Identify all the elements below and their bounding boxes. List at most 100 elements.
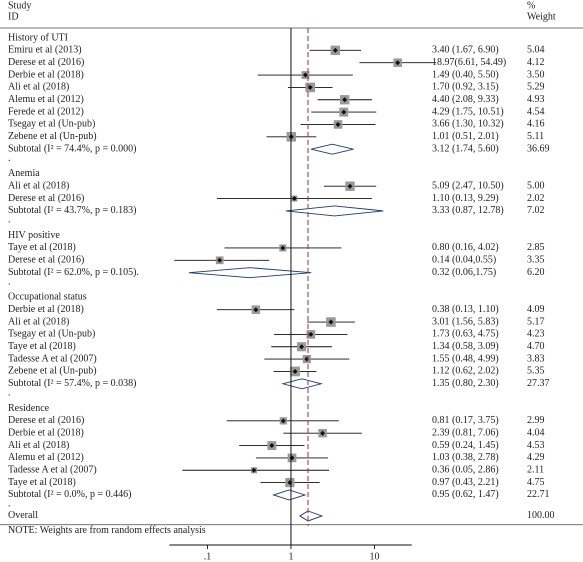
- ci-label: 0.14 (0.04,0.55): [432, 255, 496, 266]
- study-label: Tsegay et al (Un-pub): [8, 329, 95, 340]
- weight-label: 5.04: [527, 45, 545, 56]
- study-label: Ali et al (2018): [8, 180, 69, 191]
- point-estimate: [341, 109, 347, 115]
- group-name: Residence: [8, 403, 50, 414]
- ci-label: 3.40 (1.67, 6.90): [432, 45, 499, 56]
- ci-label: 3.01 (1.56, 5.83): [432, 316, 499, 327]
- weight-label: 4.54: [527, 106, 545, 117]
- weight-label: 4.93: [527, 94, 545, 105]
- ci-label: 3.33 (0.87, 12.78): [432, 205, 504, 216]
- weight-label: 4.09: [527, 304, 545, 315]
- header-weight: Weight: [527, 11, 556, 22]
- ci-label: 4.29 (1.75, 10.51): [432, 106, 504, 117]
- study-label: Tsegay et al (Un-pub): [8, 119, 95, 130]
- separator: .: [8, 387, 11, 398]
- subtotal-label: Subtotal (I² = 62.0%, p = 0.105).: [8, 267, 139, 278]
- study-label: Zebene et al (Un-pub): [8, 366, 97, 377]
- study-label: Taye et al (2018): [8, 341, 76, 352]
- weight-label: 5.29: [527, 82, 545, 93]
- point-estimate: [253, 307, 259, 313]
- subtotal-diamond: [272, 489, 307, 501]
- weight-label: 36.69: [527, 143, 550, 154]
- ci-label: 1.10 (0.13, 9.29): [432, 193, 499, 204]
- subtotal-label: Subtotal (I² = 74.4%, p = 0.000): [8, 143, 136, 154]
- study-label: Alemu et al (2012): [8, 94, 84, 105]
- weight-label: 4.29: [527, 452, 545, 463]
- separator: .: [8, 215, 11, 226]
- study-label: Derbie et al (2018): [8, 69, 84, 80]
- study-label: Derese et al (2016): [8, 57, 84, 68]
- point-estimate: [291, 196, 297, 202]
- ci-label: 0.81 (0.17, 3.75): [432, 415, 499, 426]
- weight-label: 2.85: [527, 242, 545, 253]
- separator: .: [8, 276, 11, 287]
- weight-label: 22.71: [527, 489, 550, 500]
- weight-label: 7.02: [527, 205, 545, 216]
- weight-label: 3.83: [527, 353, 545, 364]
- subtotal-diamond: [188, 267, 312, 279]
- ci-label: 0.59 (0.24, 1.45): [432, 440, 499, 451]
- weight-label: 5.00: [527, 180, 545, 191]
- ci-label: 1.73 (0.63, 4.75): [432, 329, 499, 340]
- weight-label: 27.37: [527, 378, 550, 389]
- point-estimate: [280, 418, 286, 424]
- weight-label: 6.20: [527, 267, 545, 278]
- study-label: Alemu et al (2012): [8, 452, 84, 463]
- header-study: Study: [8, 0, 31, 11]
- ci-label: 1.01 (0.51, 2.01): [432, 131, 499, 142]
- header-percent: %: [527, 0, 535, 11]
- overall-label: Overall: [8, 510, 38, 521]
- subtotal-label: Subtotal (I² = 43.7%, p = 0.183): [8, 205, 136, 216]
- note: NOTE: Weights are from random effects an…: [8, 525, 206, 536]
- header-id: ID: [8, 11, 19, 22]
- group-name: Anemia: [8, 168, 40, 179]
- group-name: Occupational status: [8, 292, 87, 303]
- ci-label: 1.34 (0.58, 3.09): [432, 341, 499, 352]
- group-name: History of UTI: [8, 32, 68, 43]
- point-estimate: [332, 47, 338, 53]
- point-estimate: [320, 430, 326, 436]
- study-label: Derbie et al (2018): [8, 304, 84, 315]
- weight-label: 4.16: [527, 119, 545, 130]
- ci-label: 4.40 (2.08, 9.33): [432, 94, 499, 105]
- weight-label: 4.12: [527, 57, 545, 68]
- ci-label: 1.12 (0.62, 2.02): [432, 366, 499, 377]
- weight-label: 5.17: [527, 316, 545, 327]
- weight-label: 5.35: [527, 366, 545, 377]
- weight-label: 2.02: [527, 193, 545, 204]
- group-name: HIV positive: [8, 230, 60, 241]
- weight-label: 100.00: [527, 510, 555, 521]
- ci-label: 1.03 (0.38, 2.78): [432, 452, 499, 463]
- x-tick-label: 10: [369, 551, 379, 562]
- ci-label: 1.70 (0.92, 3.15): [432, 82, 499, 93]
- study-label: Ali et al (2018): [8, 316, 69, 327]
- point-estimate: [251, 467, 257, 473]
- overall-diamond: [299, 510, 324, 522]
- point-estimate: [307, 84, 313, 90]
- ci-label: 1.49 (0.40, 5.50): [432, 69, 499, 80]
- study-label: Derese et al (2016): [8, 255, 84, 266]
- weight-label: 2.11: [527, 465, 544, 476]
- ci-label: 18.97(6.61, 54.49): [432, 57, 506, 68]
- point-estimate: [269, 443, 275, 449]
- separator: .: [8, 153, 11, 164]
- weight-label: 3.35: [527, 255, 545, 266]
- ci-label: 0.97 (0.43, 2.21): [432, 477, 499, 488]
- weight-label: 4.53: [527, 440, 545, 451]
- weight-label: 4.70: [527, 341, 545, 352]
- study-label: Zebene et al (Un-pub): [8, 131, 97, 142]
- subtotal-diamond: [310, 143, 354, 155]
- subtotal-diamond: [281, 378, 323, 390]
- x-tick-label: 1: [288, 551, 293, 562]
- study-label: Ferede et al (2012): [8, 106, 84, 117]
- weight-label: 3.50: [527, 69, 545, 80]
- weight-label: 4.75: [527, 477, 545, 488]
- study-label: Emiru et al (2013): [8, 45, 82, 56]
- x-tick-label: .1: [204, 551, 212, 562]
- ci-label: 1.55 (0.48, 4.99): [432, 353, 499, 364]
- ci-label: 0.95 (0.62, 1.47): [432, 489, 499, 500]
- study-label: Derese et al (2016): [8, 193, 84, 204]
- point-estimate: [292, 368, 298, 374]
- point-estimate: [335, 121, 341, 127]
